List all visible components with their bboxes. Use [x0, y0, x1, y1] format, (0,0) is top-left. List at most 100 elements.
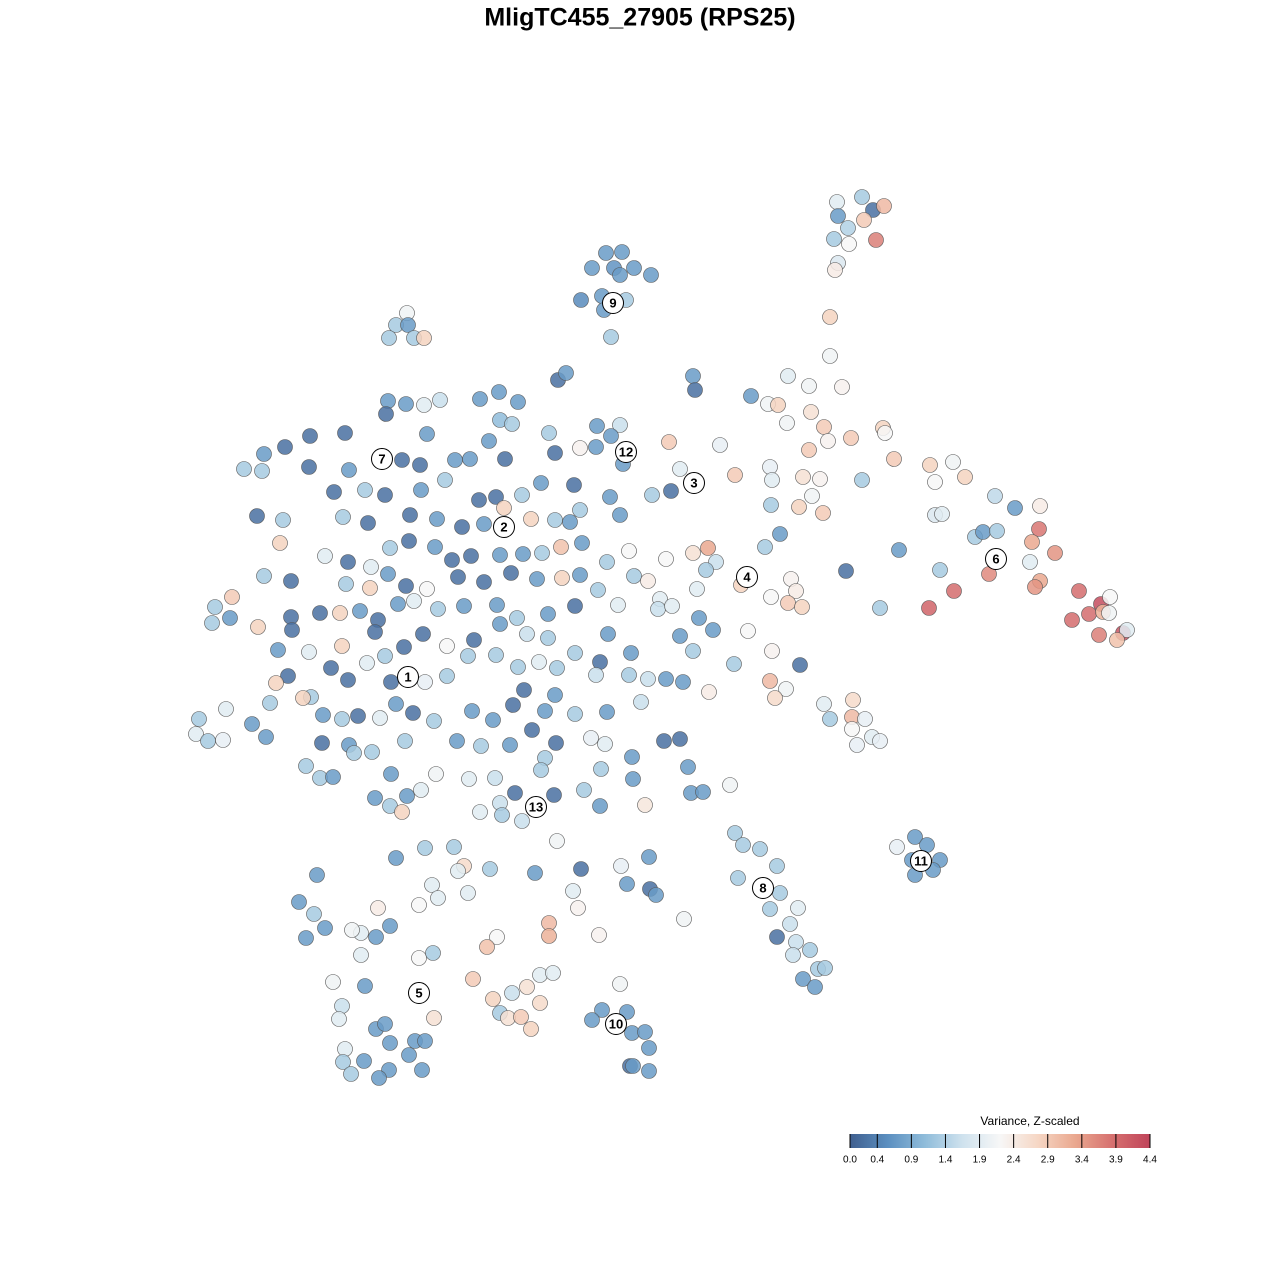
point — [416, 397, 432, 413]
point — [519, 979, 535, 995]
point — [877, 425, 893, 441]
point — [794, 599, 810, 615]
point — [764, 643, 780, 659]
point — [946, 583, 962, 599]
point — [394, 452, 410, 468]
point — [529, 571, 545, 587]
point — [822, 309, 838, 325]
point — [547, 687, 563, 703]
point — [492, 547, 508, 563]
point — [801, 378, 817, 394]
point — [597, 736, 613, 752]
point — [419, 581, 435, 597]
point — [446, 839, 462, 855]
point — [727, 825, 743, 841]
point — [426, 1010, 442, 1026]
point — [730, 870, 746, 886]
point — [519, 626, 535, 642]
point — [803, 404, 819, 420]
point — [687, 382, 703, 398]
point — [314, 735, 330, 751]
point — [541, 425, 557, 441]
point — [780, 595, 796, 611]
point — [444, 552, 460, 568]
point — [1081, 606, 1097, 622]
point — [791, 499, 807, 515]
point — [801, 442, 817, 458]
point — [430, 601, 446, 617]
point — [957, 469, 973, 485]
point — [540, 606, 556, 622]
point — [334, 998, 350, 1014]
colorbar-tick-label: 0.9 — [904, 1155, 918, 1166]
point — [357, 482, 373, 498]
point — [346, 745, 362, 761]
point — [788, 583, 804, 599]
point — [491, 384, 507, 400]
point — [590, 582, 606, 598]
point — [541, 928, 557, 944]
point — [589, 418, 605, 434]
point — [326, 484, 342, 500]
point — [494, 807, 510, 823]
point — [1109, 632, 1125, 648]
point — [432, 392, 448, 408]
point — [840, 220, 856, 236]
point — [460, 885, 476, 901]
point — [489, 597, 505, 613]
point — [427, 539, 443, 555]
point — [598, 245, 614, 261]
point — [672, 628, 688, 644]
cluster-label: 2 — [500, 519, 507, 534]
point — [547, 512, 563, 528]
point — [424, 877, 440, 893]
point — [788, 934, 804, 950]
point — [603, 428, 619, 444]
point — [772, 885, 788, 901]
point — [463, 548, 479, 564]
cluster-marker — [408, 982, 430, 1004]
point — [416, 330, 432, 346]
point — [727, 467, 743, 483]
point — [752, 841, 768, 857]
point — [573, 292, 589, 308]
point — [510, 659, 526, 675]
point — [782, 916, 798, 932]
point — [1022, 554, 1038, 570]
point — [570, 900, 586, 916]
point — [553, 539, 569, 555]
point — [817, 960, 833, 976]
point — [610, 597, 626, 613]
point — [341, 462, 357, 478]
point — [891, 542, 907, 558]
point — [531, 654, 547, 670]
colorbar-tick-label: 0.0 — [843, 1155, 857, 1166]
point — [315, 707, 331, 723]
point — [402, 507, 418, 523]
point — [676, 911, 692, 927]
cluster-marker — [602, 292, 624, 314]
point — [372, 710, 388, 726]
point — [838, 563, 854, 579]
point — [487, 770, 503, 786]
point — [743, 388, 759, 404]
point — [623, 645, 639, 661]
point — [624, 1025, 640, 1041]
point — [1101, 605, 1117, 621]
point — [514, 813, 530, 829]
point — [426, 713, 442, 729]
point — [612, 267, 628, 283]
point — [767, 690, 783, 706]
point — [430, 890, 446, 906]
point — [872, 600, 888, 616]
point — [594, 1002, 610, 1018]
cluster-marker — [910, 850, 932, 872]
point — [572, 567, 588, 583]
point — [600, 626, 616, 642]
point — [302, 428, 318, 444]
point — [534, 545, 550, 561]
point — [412, 457, 428, 473]
point — [488, 647, 504, 663]
point — [337, 425, 353, 441]
